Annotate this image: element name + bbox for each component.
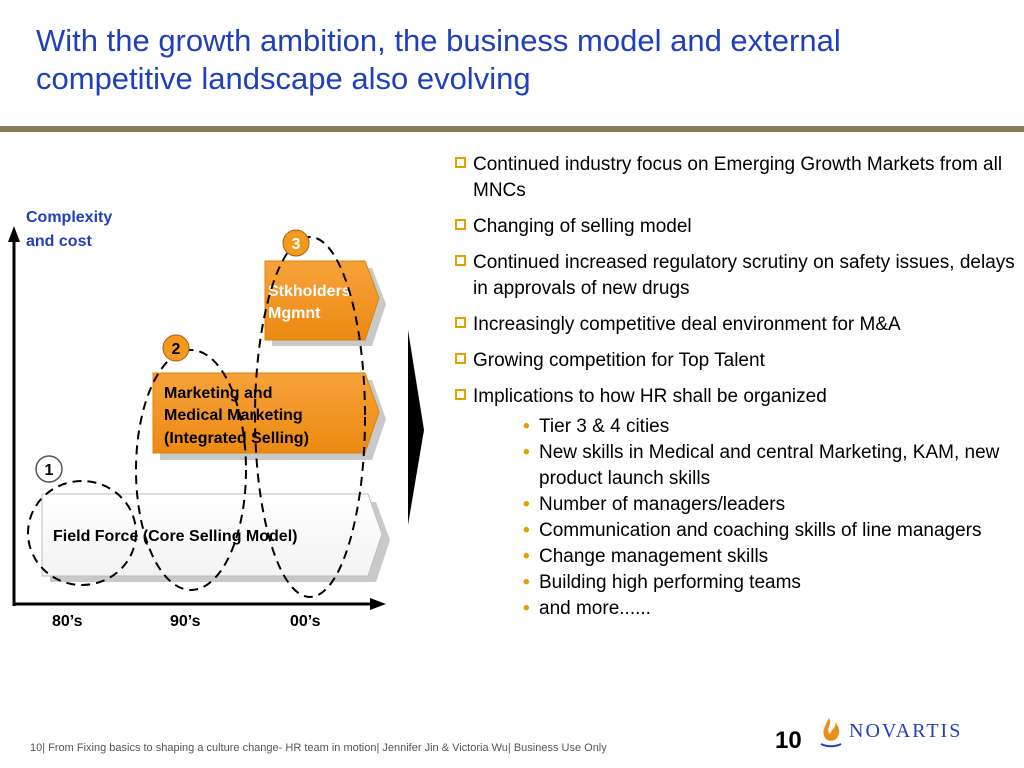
sub-bullet-list: • Tier 3 & 4 cities • New skills in Medi… (523, 414, 1015, 622)
ellipse-80s (27, 480, 137, 586)
bullet-item: Implications to how HR shall be organize… (455, 384, 1015, 410)
ellipse-00s (254, 236, 366, 598)
dot-bullet-icon: • (523, 572, 530, 593)
sub-bullet-item: • Building high performing teams (523, 570, 1015, 596)
sub-bullet-text: New skills in Medical and central Market… (539, 442, 1000, 489)
logo-text: NOVARTIS (849, 720, 963, 742)
checkbox-bullet-icon (455, 157, 466, 168)
sub-bullet-item: • Tier 3 & 4 cities (523, 414, 1015, 440)
stage3-label-line1: Stkholders (268, 283, 351, 300)
bullet-text: Changing of selling model (473, 216, 692, 237)
dot-bullet-icon: • (523, 442, 530, 463)
axes (8, 226, 386, 610)
transition-chevron (408, 330, 424, 525)
stage2-number: 2 (172, 341, 181, 358)
y-axis-label: Complexity and cost (26, 209, 117, 250)
stage1-arrow: Field Force (Core Selling Model) (41, 493, 390, 582)
dot-bullet-icon: • (523, 416, 530, 437)
bullet-item: Continued increased regulatory scrutiny … (455, 250, 1015, 302)
y-axis-label-line1: Complexity (26, 209, 112, 226)
sub-bullet-item: • Number of managers/leaders (523, 492, 1015, 518)
x-tick-90s: 90’s (170, 613, 201, 630)
stage2-label-line2: Medical Marketing (164, 407, 303, 424)
page-number: 10 (775, 727, 802, 754)
stage3-number-badge: 3 (282, 229, 310, 257)
stage2-label: Marketing and Medical Marketing (Integra… (164, 385, 309, 447)
checkbox-bullet-icon (455, 317, 466, 328)
novartis-logo: NOVARTIS (815, 714, 965, 748)
dot-bullet-icon: • (523, 598, 530, 619)
stage1-label: Field Force (Core Selling Model) (53, 528, 297, 545)
ellipse-90s (135, 349, 247, 591)
evolution-diagram: Complexity and cost 80’s 90’s 00’s Field… (8, 209, 424, 630)
x-tick-00s: 00’s (290, 613, 321, 630)
stage3-arrow: Stkholders Mgmnt (264, 260, 386, 346)
stage2-arrow: Marketing and Medical Marketing (Integra… (152, 372, 386, 460)
stage2-number-badge: 2 (162, 334, 190, 362)
bullet-text: Growing competition for Top Talent (473, 350, 765, 371)
sub-bullet-text: Building high performing teams (539, 572, 801, 593)
sub-bullet-item: • New skills in Medical and central Mark… (523, 440, 1015, 492)
stage2-label-line3: (Integrated Selling) (164, 430, 309, 447)
sub-bullet-text: Change management skills (539, 546, 769, 567)
checkbox-bullet-icon (455, 353, 466, 364)
bullet-text: Increasingly competitive deal environmen… (473, 314, 901, 335)
stage3-number: 3 (292, 236, 301, 253)
sub-bullet-item: • and more...... (523, 596, 1015, 622)
bullet-item: Growing competition for Top Talent (455, 348, 1015, 374)
bullet-item: Increasingly competitive deal environmen… (455, 312, 1015, 338)
sub-bullet-text: Communication and coaching skills of lin… (539, 520, 982, 541)
sub-bullet-item: • Communication and coaching skills of l… (523, 518, 1015, 544)
bullet-item: Continued industry focus on Emerging Gro… (455, 152, 1015, 204)
dot-bullet-icon: • (523, 494, 530, 515)
sub-bullet-item: • Change management skills (523, 544, 1015, 570)
stage3-label: Stkholders Mgmnt (268, 283, 355, 322)
checkbox-bullet-icon (455, 389, 466, 400)
bullet-text: Implications to how HR shall be organize… (473, 386, 827, 407)
stage1-number-badge: 1 (35, 455, 63, 483)
bullet-text: Continued increased regulatory scrutiny … (473, 252, 1015, 299)
stage2-label-line1: Marketing and (164, 385, 272, 402)
dot-bullet-icon: • (523, 520, 530, 541)
footer-text: 10| From Fixing basics to shaping a cult… (30, 742, 607, 754)
bullet-item: Changing of selling model (455, 214, 1015, 240)
bullet-list: Continued industry focus on Emerging Gro… (455, 152, 1015, 622)
sub-bullet-text: Number of managers/leaders (539, 494, 786, 515)
stage1-number: 1 (45, 462, 54, 479)
slide-title: With the growth ambition, the business m… (36, 23, 841, 96)
dashed-ellipses (27, 236, 366, 598)
checkbox-bullet-icon (455, 219, 466, 230)
stage3-label-line2: Mgmnt (268, 305, 321, 322)
y-axis-label-line2: and cost (26, 233, 92, 250)
title-divider (0, 126, 1024, 132)
sub-bullet-text: and more...... (539, 598, 651, 619)
sub-bullet-text: Tier 3 & 4 cities (539, 416, 670, 437)
x-tick-80s: 80’s (52, 613, 83, 630)
checkbox-bullet-icon (455, 255, 466, 266)
dot-bullet-icon: • (523, 546, 530, 567)
flame-icon (820, 718, 842, 748)
bullet-text: Continued industry focus on Emerging Gro… (473, 154, 1003, 201)
